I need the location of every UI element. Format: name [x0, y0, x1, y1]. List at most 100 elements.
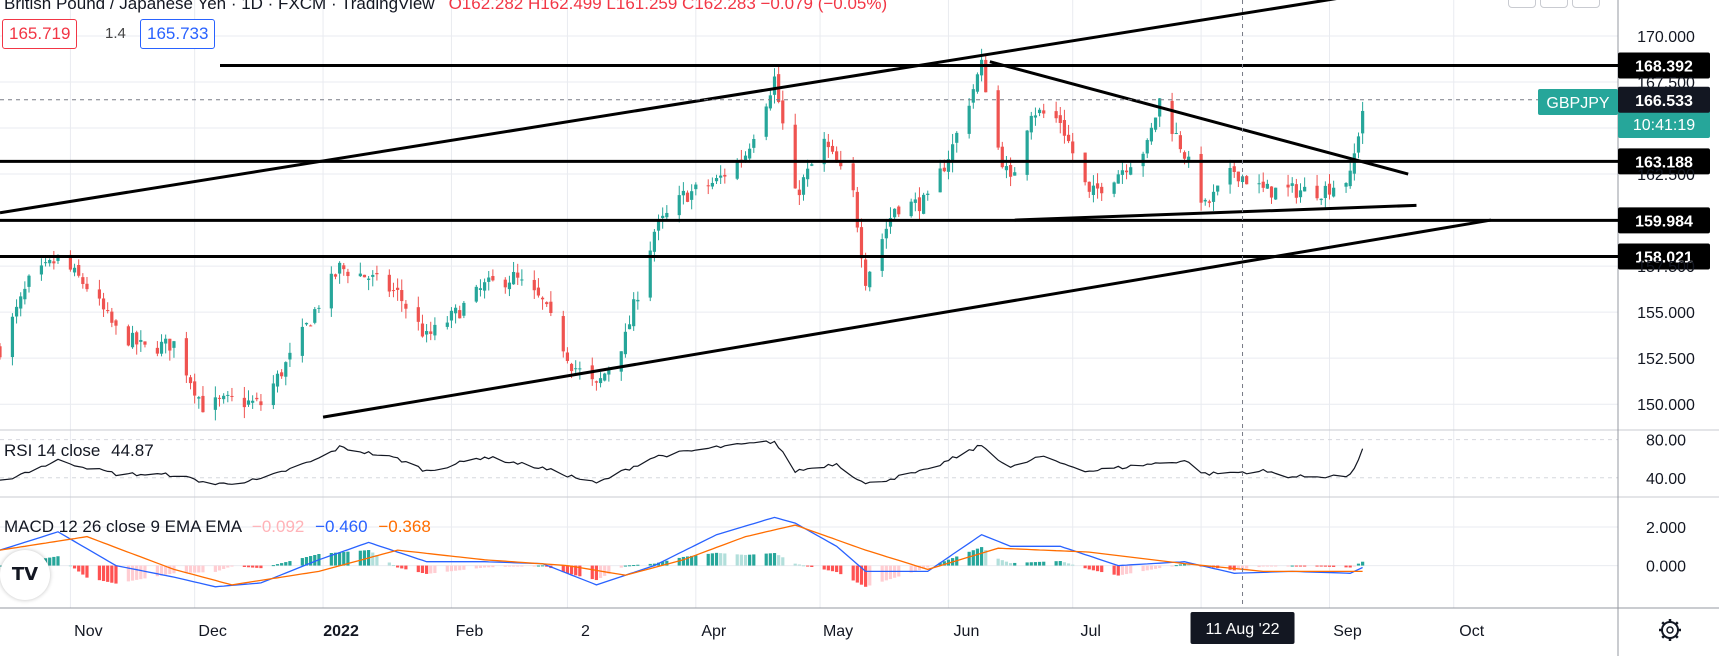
candle-up	[317, 307, 321, 309]
macd-histogram-bar	[1087, 565, 1091, 570]
macd-histogram-bar	[404, 565, 408, 570]
candle-up	[304, 322, 309, 325]
macd-histogram-bar	[1319, 565, 1323, 567]
candle-up	[806, 168, 810, 180]
candle-up	[619, 351, 623, 372]
window-buttons-icon[interactable]	[1508, 0, 1536, 8]
macd-histogram-bar	[155, 565, 159, 577]
candle-up	[1203, 199, 1207, 202]
macd-histogram-bar	[752, 554, 756, 566]
macd-histogram-bar	[333, 552, 338, 566]
candle-up	[627, 324, 632, 330]
buy-price-button[interactable]: 165.733	[140, 19, 216, 49]
macd-histogram-bar	[685, 556, 690, 566]
macd-histogram-bar	[1348, 565, 1352, 568]
maximize-window-icon[interactable]	[1572, 0, 1600, 8]
macd-histogram-bar	[375, 555, 379, 566]
candle-down	[168, 338, 172, 351]
candle-up	[213, 397, 217, 410]
macd-histogram-bar	[777, 555, 781, 566]
candle-up	[748, 148, 752, 159]
macd-histogram-bar	[81, 565, 85, 575]
candle-down	[135, 332, 139, 345]
candle-up	[868, 271, 872, 288]
macd-histogram-bar	[1008, 563, 1013, 566]
time-tick-label: Oct	[1459, 623, 1484, 640]
level-price-label-bg	[1618, 243, 1710, 270]
trendline[interactable]	[1014, 203, 1417, 222]
candle-up	[164, 338, 168, 344]
macd-histogram-bar	[545, 565, 549, 567]
candle-up	[10, 316, 15, 358]
candle-up	[453, 307, 458, 314]
macd-histogram-bar	[690, 555, 694, 566]
level-price-label-bg	[1618, 148, 1710, 175]
candle-down	[855, 191, 859, 228]
macd-histogram-bar	[627, 565, 632, 567]
macd-histogram-bar	[822, 565, 826, 570]
candle-down	[532, 279, 536, 291]
rsi-line	[0, 440, 1364, 486]
macd-histogram-bar	[1344, 565, 1348, 568]
sell-price-button[interactable]: 165.719	[2, 19, 78, 49]
candle-up	[1265, 183, 1269, 189]
macd-histogram-bar	[806, 565, 810, 567]
candle-down	[114, 320, 118, 326]
macd-histogram-bar	[632, 565, 636, 567]
macd-histogram-bar	[416, 565, 420, 573]
macd-histogram-bar	[979, 547, 984, 566]
macd-histogram-bar	[984, 549, 988, 566]
candle-up	[27, 275, 31, 287]
candle-up	[623, 331, 628, 355]
macd-histogram-bar	[387, 562, 391, 566]
macd-histogram-bar	[661, 561, 665, 566]
rsi-legend[interactable]: RSI 14 close 44.87	[4, 441, 154, 461]
macd-histogram-bar	[507, 565, 512, 567]
candle-down	[1124, 170, 1129, 173]
candle-up	[1216, 185, 1220, 192]
macd-histogram-bar	[839, 565, 843, 575]
candle-down	[184, 338, 188, 376]
macd-histogram-bar	[126, 565, 130, 582]
trendline[interactable]	[989, 60, 1409, 176]
drawn-trendlines[interactable]	[0, 0, 1492, 419]
macd-histogram-bar	[748, 554, 752, 566]
candle-down	[346, 271, 350, 277]
candle-up	[23, 288, 27, 300]
macd-histogram-bar	[1054, 561, 1058, 566]
time-tick-label: May	[823, 623, 853, 640]
macd-histogram-bar	[574, 565, 578, 576]
horizontal-levels[interactable]: 168.392 163.188 159.984 158.021	[0, 52, 1710, 270]
candle-up	[1013, 172, 1017, 176]
gear-tooth	[1674, 634, 1679, 639]
close-window-icon[interactable]	[1540, 0, 1568, 8]
macd-histogram-bar	[536, 565, 541, 567]
candle-up	[130, 332, 135, 348]
price-axis[interactable]: 170.000167.500165.000162.500157.500155.0…	[1538, 29, 1710, 576]
trendline[interactable]	[0, 0, 1425, 215]
macd-histogram-bar	[880, 565, 884, 582]
candle-up	[449, 310, 454, 321]
candle-up	[975, 74, 980, 92]
candle-down	[68, 254, 73, 270]
candle-down	[429, 331, 433, 334]
candle-up	[338, 262, 342, 274]
candle-down	[1066, 134, 1071, 142]
macd-histogram-bar	[110, 565, 114, 583]
tradingview-logo-icon[interactable]: TV	[0, 550, 50, 600]
settings-gear-icon[interactable]	[1659, 619, 1681, 641]
macd-histogram-bar	[304, 557, 309, 566]
macd-histogram-bar	[135, 565, 139, 580]
candle-up	[1348, 170, 1352, 187]
macd-histogram-bar	[445, 565, 449, 572]
candle-down	[400, 290, 404, 302]
price-tick-label: 152.500	[1637, 351, 1695, 368]
candle-up	[1303, 186, 1307, 192]
trendline[interactable]	[322, 218, 1492, 419]
candle-down	[259, 401, 263, 406]
gear-tooth	[1661, 621, 1666, 626]
time-axis[interactable]: NovDec2022Feb2AprMayJunJulAugSepOct11 Au…	[74, 612, 1681, 644]
macd-legend[interactable]: MACD 12 26 close 9 EMA EMA −0.092 −0.460…	[4, 517, 431, 537]
level-price-label-bg	[1618, 52, 1710, 79]
